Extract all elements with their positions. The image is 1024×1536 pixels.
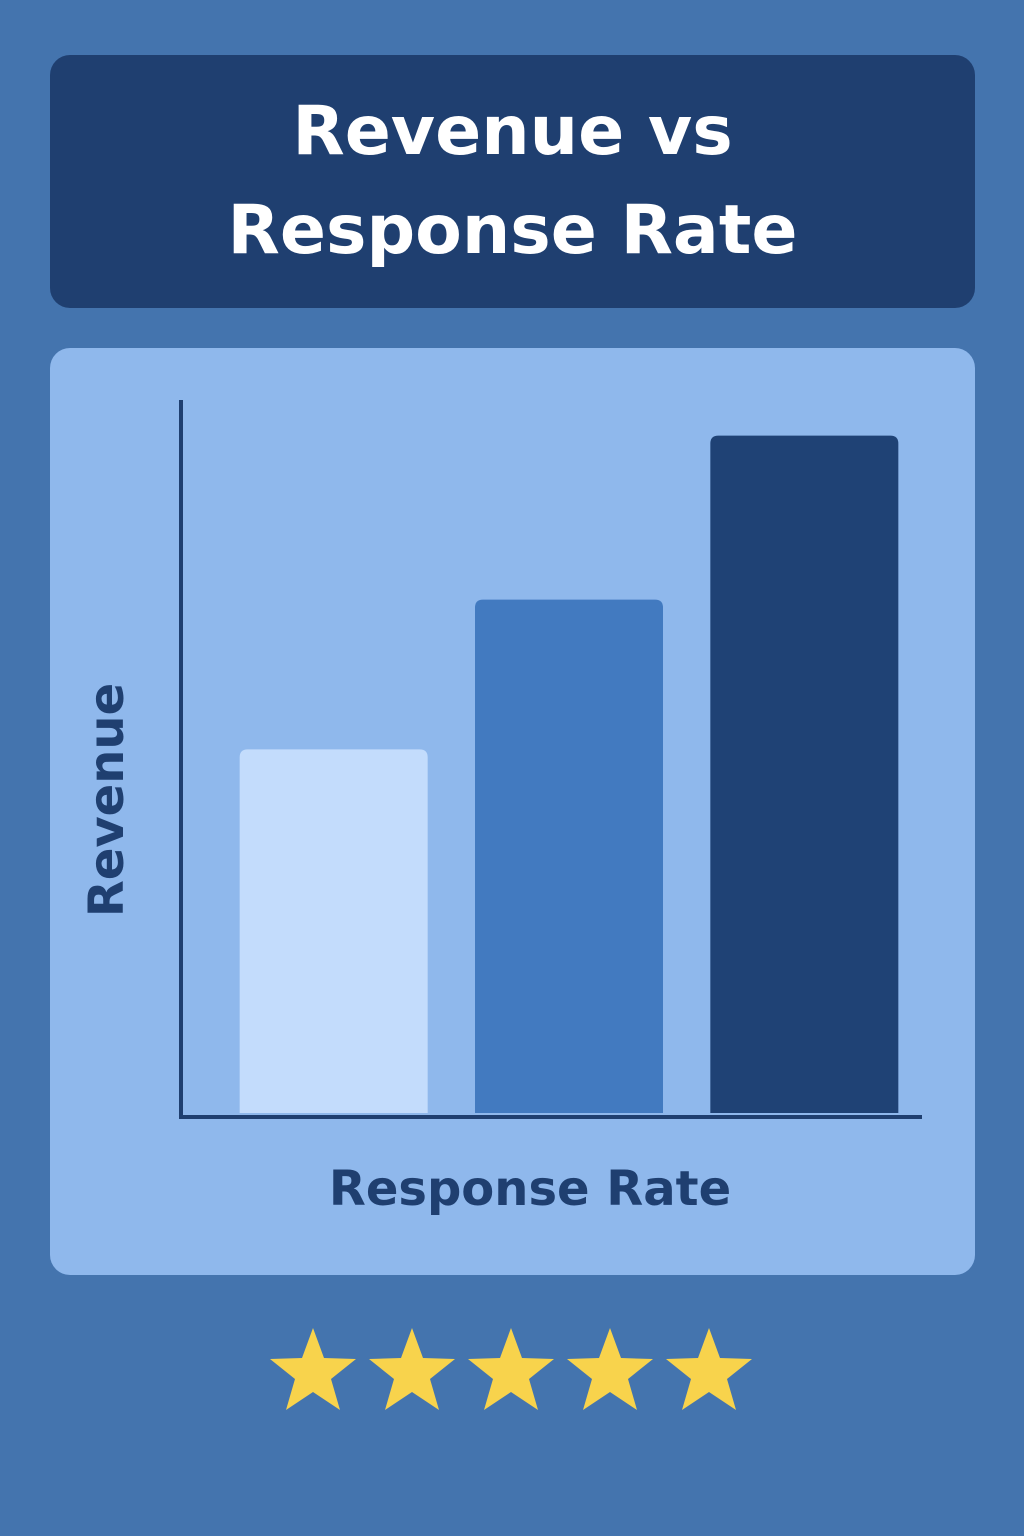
chart-title: Revenue vs Response Rate [227, 91, 798, 270]
star [270, 1328, 356, 1410]
bars [239, 435, 899, 1113]
bar [710, 435, 899, 1113]
x-axis-label: Response Rate [329, 1161, 731, 1217]
star [666, 1328, 752, 1410]
y-axis-label: Revenue [79, 683, 135, 917]
title-banner: Revenue vs Response Rate [50, 55, 975, 308]
rating-stars [270, 1328, 752, 1410]
star [369, 1328, 455, 1410]
bar [475, 599, 663, 1113]
axes [179, 400, 922, 1119]
star [567, 1328, 653, 1410]
star [468, 1328, 554, 1410]
bar [239, 749, 428, 1113]
